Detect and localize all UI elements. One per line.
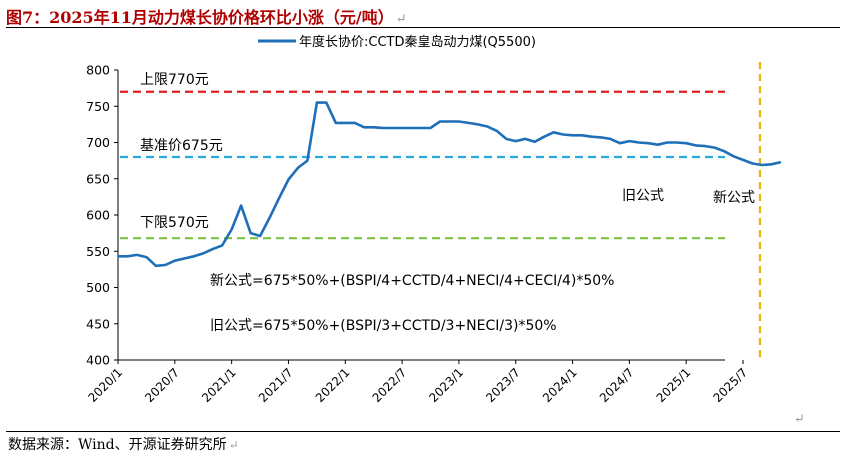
y-tick-label: 700 xyxy=(86,135,110,150)
x-tick-label: 2025/7 xyxy=(710,365,750,405)
x-tick-label: 2025/1 xyxy=(654,365,694,405)
y-tick-label: 400 xyxy=(86,353,110,368)
new-formula-tag: 新公式 xyxy=(713,190,755,206)
old-formula-text: 旧公式=675*50%+(BSPI/3+CCTD/3+NECI/3)*50% xyxy=(210,318,557,334)
reference-line-label: 基准价675元 xyxy=(140,137,223,154)
return-mark-icon: ↵ xyxy=(228,438,239,452)
reference-line-label: 下限570元 xyxy=(140,215,209,231)
x-tick-label: 2023/1 xyxy=(426,365,466,405)
y-tick-label: 600 xyxy=(86,208,110,223)
old-formula-tag: 旧公式 xyxy=(622,188,664,204)
data-source: 数据来源：Wind、开源证券研究所 ↵ xyxy=(8,434,239,454)
figure-title-text: 图7：2025年11月动力煤长协价格环比小涨（元/吨） xyxy=(6,8,394,27)
x-tick-label: 2024/1 xyxy=(540,365,580,405)
reference-line-label: 上限770元 xyxy=(140,72,209,88)
series-line xyxy=(118,101,782,268)
x-tick-label: 2022/7 xyxy=(370,365,410,405)
y-tick-label: 650 xyxy=(86,171,110,186)
x-tick-label: 2020/7 xyxy=(142,365,182,405)
paragraph-return-icon: ↵ xyxy=(794,412,805,427)
legend-label: 年度长协价:CCTD秦皇岛动力煤(Q5500) xyxy=(299,34,536,50)
x-tick-label: 2023/7 xyxy=(483,365,523,405)
y-tick-label: 800 xyxy=(86,63,110,78)
title-rule xyxy=(6,27,840,28)
line-chart: 400 450 500 550 600 650 700 750 800 2020/1 2020/7 2… xyxy=(85,34,782,405)
new-formula-text: 新公式=675*50%+(BSPI/4+CCTD/4+NECI/4+CECI/4… xyxy=(210,273,614,289)
figure-title: 图7：2025年11月动力煤长协价格环比小涨（元/吨） ↵ xyxy=(6,4,840,27)
source-rule xyxy=(6,431,840,432)
x-tick-label: 2021/1 xyxy=(199,365,239,405)
x-tick-label: 2021/7 xyxy=(256,365,296,405)
x-tick-label: 2024/7 xyxy=(597,365,637,405)
return-mark-icon: ↵ xyxy=(395,12,407,27)
y-tick-label: 500 xyxy=(86,280,110,295)
data-source-text: 数据来源：Wind、开源证券研究所 xyxy=(8,437,227,453)
x-tick-label: 2020/1 xyxy=(85,365,125,405)
y-tick-label: 750 xyxy=(86,99,110,114)
y-tick-label: 550 xyxy=(86,244,110,259)
y-tick-label: 450 xyxy=(86,316,110,331)
x-tick-label: 2022/1 xyxy=(313,365,353,405)
